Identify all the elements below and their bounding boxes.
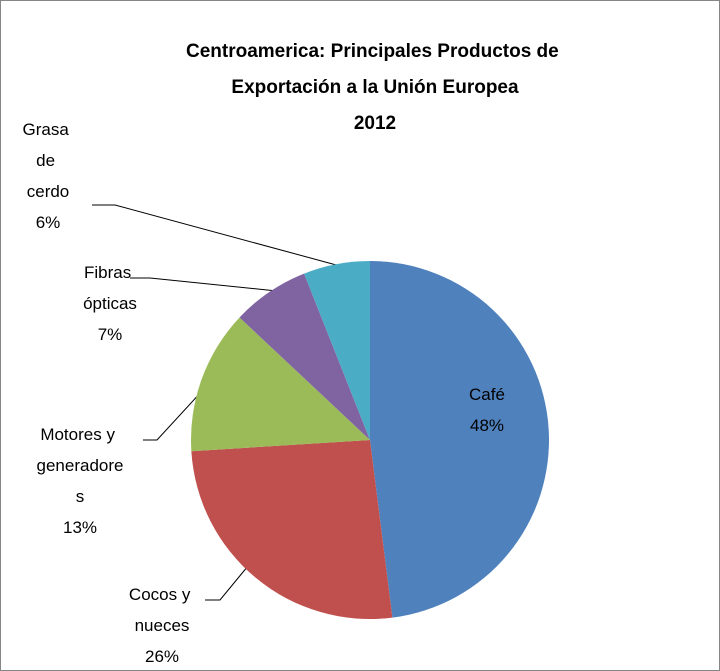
slice-label: Cocos y nueces — [129, 585, 195, 635]
slice-value-label: 48% — [470, 416, 504, 435]
leader-line — [205, 565, 249, 601]
slice-value-label: 7% — [98, 325, 123, 344]
slice-value-label: 6% — [36, 213, 61, 232]
pie-slice — [191, 317, 370, 452]
leader-line — [130, 277, 278, 292]
slice-label: Café — [469, 385, 505, 404]
pie-slice — [304, 261, 370, 440]
pie-slice — [370, 261, 550, 618]
leader-line — [92, 204, 341, 267]
slice-value-label: 13% — [63, 518, 97, 537]
pie-slice — [239, 273, 370, 440]
slice-label: Grasa de cerdo — [22, 120, 73, 201]
chart-subtitle: 2012 — [354, 113, 396, 134]
slice-label: Motores y generadore s — [37, 425, 124, 506]
chart-title: Centroamerica: Principales Productos de … — [186, 41, 564, 98]
pie-slice — [191, 440, 393, 619]
slice-label: Fibras ópticas — [83, 263, 137, 313]
leader-line — [143, 377, 215, 441]
slice-value-label: 26% — [145, 647, 179, 666]
